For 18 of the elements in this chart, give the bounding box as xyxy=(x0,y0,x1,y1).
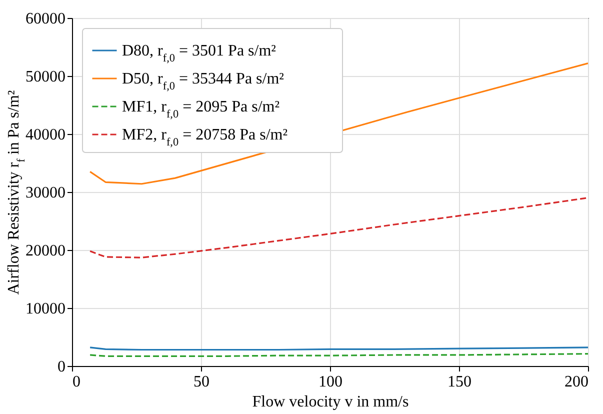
x-tick-label: 100 xyxy=(318,374,342,390)
x-axis-title: Flow velocity v in mm/s xyxy=(252,394,409,410)
y-tick-label: 40000 xyxy=(26,126,66,144)
y-tick-label: 20000 xyxy=(26,242,66,260)
x-tick-label: 50 xyxy=(194,374,210,390)
legend-label: D50, r$_{f,0}$ = 35344 Pa s/m² xyxy=(122,70,284,92)
legend-label: MF2, r$_{f,0}$ = 20758 Pa s/m² xyxy=(122,126,288,148)
y-tick-label: 30000 xyxy=(26,184,66,202)
line-series xyxy=(89,197,588,258)
y-tick-label: 50000 xyxy=(26,68,66,86)
x-tick-label: 150 xyxy=(448,374,472,390)
x-tick-label: 0 xyxy=(72,374,80,390)
legend-label: D80, r$_{f,0}$ = 3501 Pa s/m² xyxy=(122,42,276,64)
y-tick-label: 0 xyxy=(58,358,66,376)
x-tick-label: 200 xyxy=(564,374,588,390)
y-tick-label: 10000 xyxy=(26,300,66,318)
legend-label: MF1, r$_{f,0}$ = 2095 Pa s/m² xyxy=(122,98,280,120)
y-tick-label: 60000 xyxy=(26,10,66,28)
